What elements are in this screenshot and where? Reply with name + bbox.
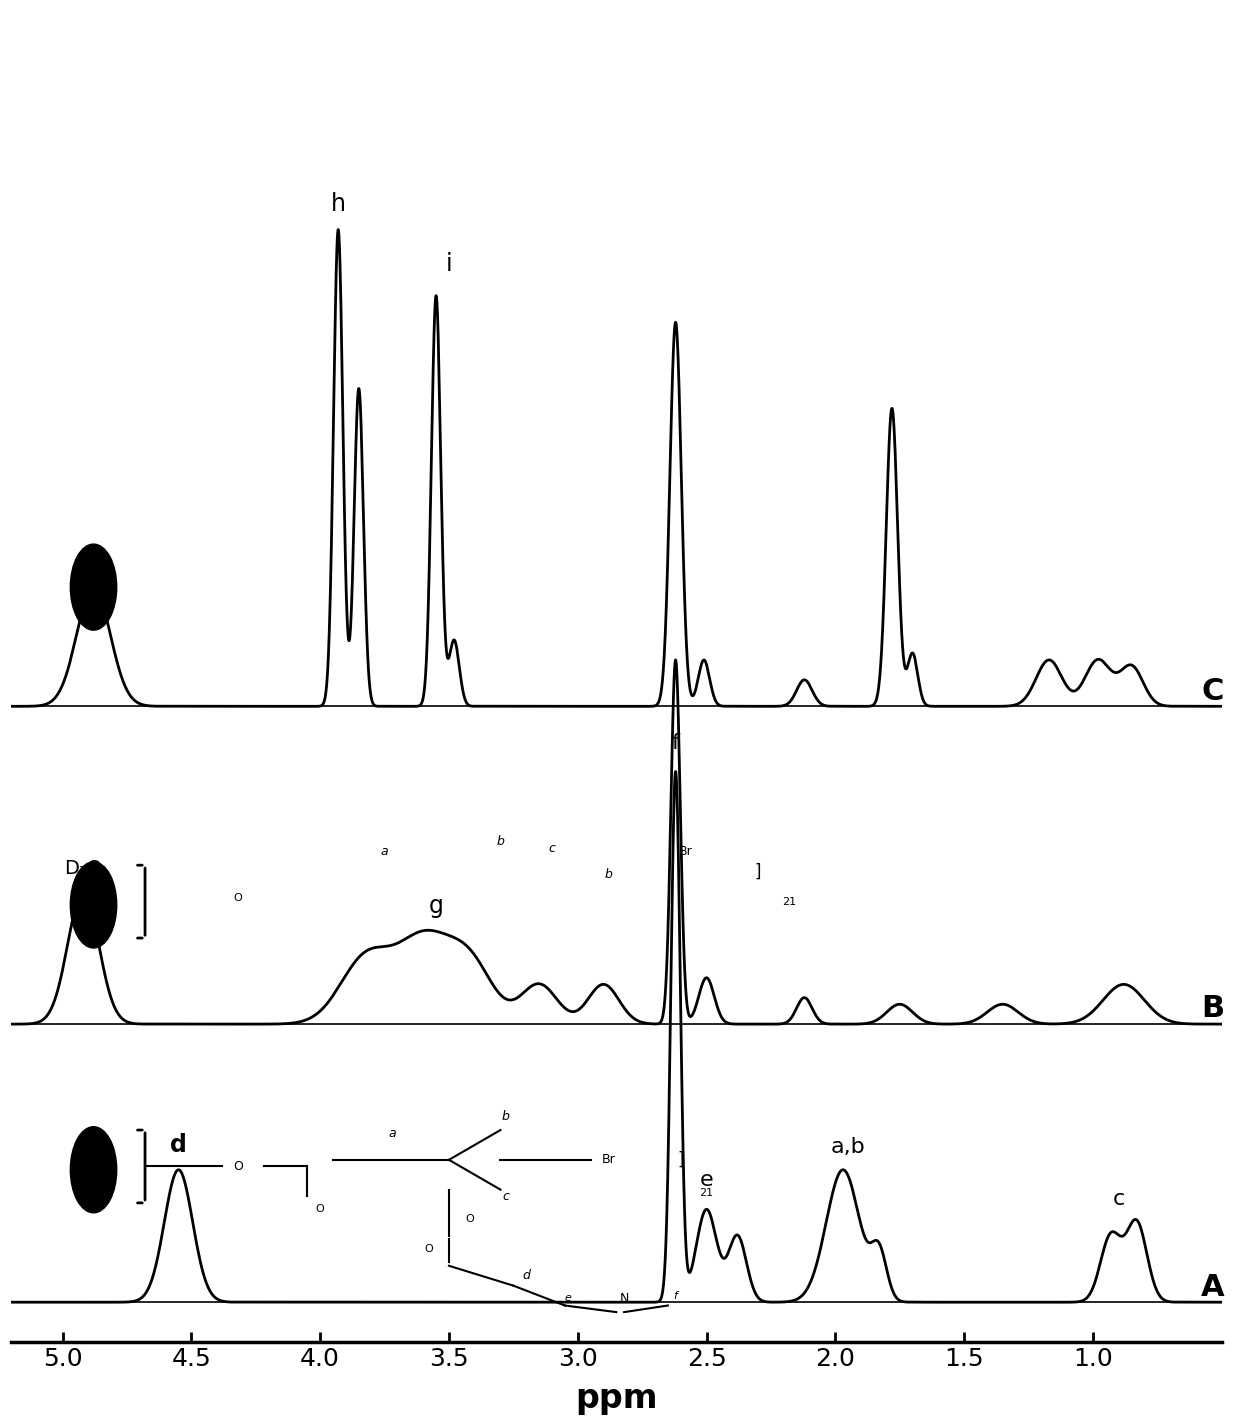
Text: N: N <box>620 1292 629 1305</box>
Text: 21: 21 <box>782 897 796 907</box>
Text: b: b <box>605 868 613 881</box>
Text: ]: ] <box>755 863 761 881</box>
Text: a,b: a,b <box>831 1137 866 1156</box>
Text: f: f <box>673 1291 677 1301</box>
Text: d: d <box>170 1132 187 1156</box>
Text: a: a <box>388 1127 396 1139</box>
Text: D₂O: D₂O <box>64 860 102 878</box>
Text: 21: 21 <box>699 1188 713 1198</box>
Text: a: a <box>381 846 388 858</box>
Text: ]: ] <box>677 1151 684 1169</box>
Text: h: h <box>331 193 346 217</box>
Ellipse shape <box>71 1127 117 1212</box>
Text: O: O <box>233 893 242 903</box>
Text: O: O <box>465 1215 474 1225</box>
Text: b: b <box>502 1109 510 1124</box>
Text: O: O <box>316 1205 325 1215</box>
Text: Br: Br <box>680 846 693 858</box>
Ellipse shape <box>71 545 117 630</box>
Text: O: O <box>424 1245 433 1255</box>
Text: e: e <box>699 1169 713 1189</box>
Text: i: i <box>445 252 453 277</box>
Text: C: C <box>1202 677 1224 706</box>
Ellipse shape <box>71 861 117 948</box>
Text: d: d <box>522 1269 531 1282</box>
Text: B: B <box>1202 994 1224 1024</box>
Text: structure B (2-block): structure B (2-block) <box>398 831 500 841</box>
Text: g: g <box>429 894 444 918</box>
Text: c: c <box>502 1189 510 1202</box>
Text: c: c <box>1112 1189 1125 1209</box>
Text: e: e <box>565 1293 572 1303</box>
Text: f: f <box>672 733 680 753</box>
Text: b: b <box>496 836 505 848</box>
Text: A: A <box>1202 1272 1225 1302</box>
Text: O: O <box>233 1159 243 1174</box>
Text: Br: Br <box>601 1154 615 1166</box>
Text: c: c <box>548 841 556 856</box>
X-axis label: ppm: ppm <box>575 1382 657 1415</box>
